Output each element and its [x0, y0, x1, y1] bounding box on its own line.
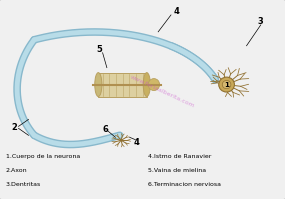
Text: www.feriaalberita.com: www.feriaalberita.com	[129, 74, 196, 109]
Text: 3.Dentritas: 3.Dentritas	[6, 181, 41, 187]
Text: 1.Cuerpo de la neurona: 1.Cuerpo de la neurona	[6, 154, 80, 159]
Text: 5: 5	[97, 45, 103, 54]
Text: 3: 3	[258, 17, 264, 26]
Ellipse shape	[148, 79, 160, 91]
Text: 2: 2	[11, 123, 17, 132]
Ellipse shape	[219, 77, 235, 92]
Bar	[98, 73, 147, 97]
Text: 4.Istmo de Ranavier: 4.Istmo de Ranavier	[148, 154, 211, 159]
Ellipse shape	[95, 73, 102, 97]
Text: 4: 4	[134, 138, 140, 147]
Text: 5.Vaina de mielina: 5.Vaina de mielina	[148, 168, 206, 173]
Ellipse shape	[222, 80, 231, 89]
Text: 1: 1	[224, 82, 229, 88]
Text: 4: 4	[174, 7, 180, 17]
Text: 2.Axon: 2.Axon	[6, 168, 27, 173]
Text: 6.Terminacion nerviosa: 6.Terminacion nerviosa	[148, 181, 221, 187]
Text: 6: 6	[103, 125, 108, 134]
Ellipse shape	[143, 73, 150, 97]
